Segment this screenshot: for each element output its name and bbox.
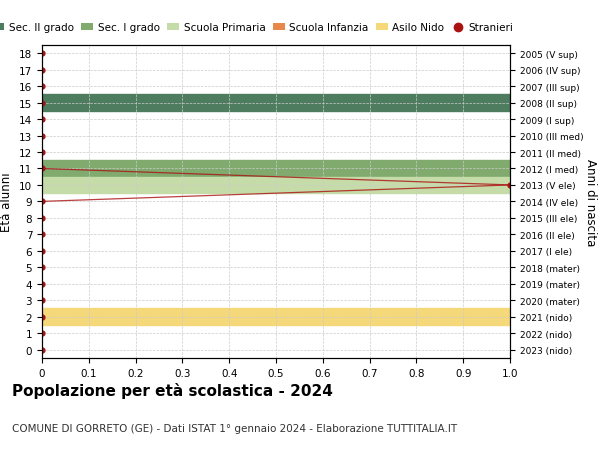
Bar <box>42 177 510 194</box>
Y-axis label: Età alunni: Età alunni <box>1 172 13 232</box>
Y-axis label: Anni di nascita: Anni di nascita <box>584 158 597 246</box>
Bar <box>42 95 510 112</box>
Bar <box>42 309 510 325</box>
Legend: Sec. II grado, Sec. I grado, Scuola Primaria, Scuola Infanzia, Asilo Nido, Stran: Sec. II grado, Sec. I grado, Scuola Prim… <box>0 19 517 38</box>
Text: COMUNE DI GORRETO (GE) - Dati ISTAT 1° gennaio 2024 - Elaborazione TUTTITALIA.IT: COMUNE DI GORRETO (GE) - Dati ISTAT 1° g… <box>12 424 457 433</box>
Text: Popolazione per età scolastica - 2024: Popolazione per età scolastica - 2024 <box>12 382 333 398</box>
Bar <box>42 161 510 177</box>
